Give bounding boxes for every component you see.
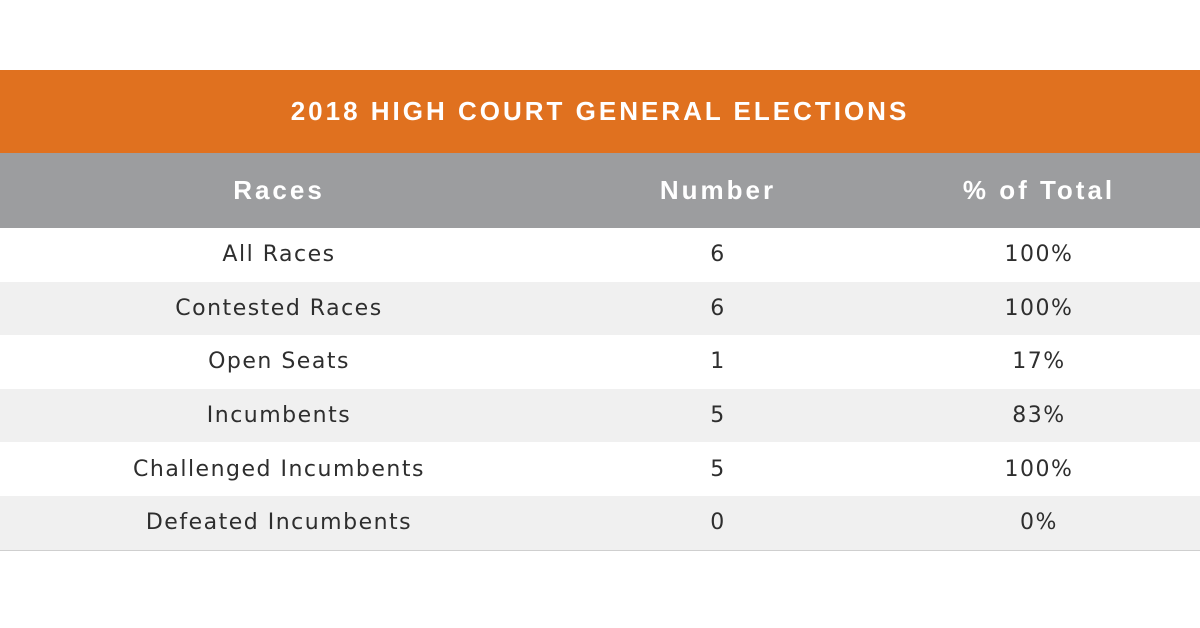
table-body: All Races 6 100% Contested Races 6 100% Open S…: [0, 228, 1200, 550]
table-title: 2018 HIGH COURT GENERAL ELECTIONS: [290, 96, 910, 126]
cell-race: All Races: [222, 242, 336, 268]
table-row: Open Seats 1 17%: [0, 335, 1200, 389]
cell-percent: 83%: [1012, 403, 1066, 429]
header-row: Races Number % of Total: [0, 153, 1200, 228]
column-header-races: Races: [233, 175, 325, 205]
cell-race: Open Seats: [208, 349, 350, 375]
cell-race: Challenged Incumbents: [133, 456, 425, 482]
cell-percent: 0%: [1020, 510, 1058, 536]
cell-number: 0: [710, 510, 726, 536]
column-header-number: Number: [659, 175, 777, 205]
cell-race: Contested Races: [175, 295, 383, 321]
cell-number: 6: [710, 242, 726, 268]
table-title-bar: 2018 HIGH COURT GENERAL ELECTIONS: [0, 70, 1200, 153]
cell-percent: 17%: [1012, 349, 1066, 375]
cell-number: 5: [710, 403, 726, 429]
cell-race: Incumbents: [206, 403, 352, 429]
cell-percent: 100%: [1004, 242, 1074, 268]
cell-percent: 100%: [1004, 295, 1074, 321]
cell-number: 5: [710, 456, 726, 482]
cell-number: 6: [710, 295, 726, 321]
column-header-percent: % of Total: [962, 175, 1116, 205]
cell-race: Defeated Incumbents: [145, 510, 413, 536]
cell-percent: 100%: [1004, 456, 1074, 482]
table-row: Defeated Incumbents 0 0%: [0, 495, 1200, 550]
table-row: Challenged Incumbents 5 100%: [0, 442, 1200, 496]
elections-table: 2018 HIGH COURT GENERAL ELECTIONS Races …: [0, 70, 1200, 551]
table-row: Contested Races 6 100%: [0, 281, 1200, 336]
table-row: Incumbents 5 83%: [0, 388, 1200, 443]
table-row: All Races 6 100%: [0, 228, 1200, 282]
cell-number: 1: [710, 349, 726, 375]
